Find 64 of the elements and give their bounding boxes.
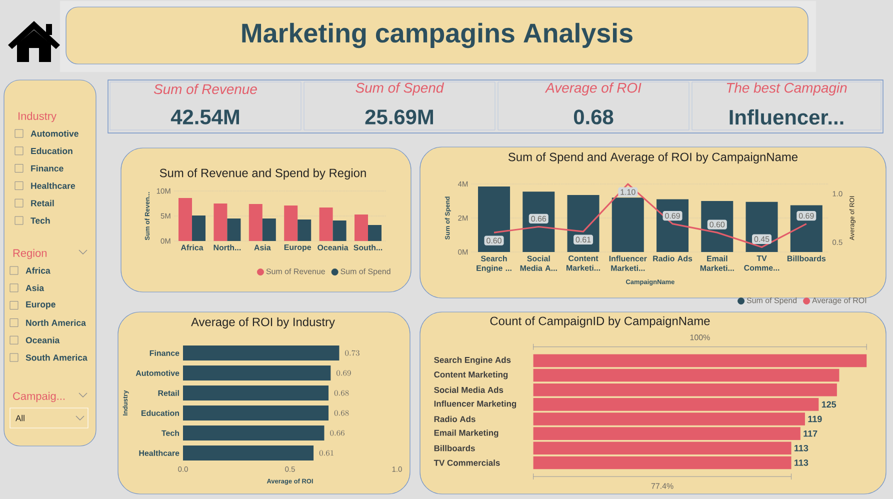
y-tick-label: Radio Ads bbox=[434, 416, 476, 422]
text: Asia bbox=[26, 284, 44, 292]
y-tick-label: Search Engine Ads bbox=[434, 356, 511, 365]
chart-title: Sum of Revenue and Spend by Region bbox=[160, 168, 366, 180]
bar bbox=[183, 426, 324, 440]
bar bbox=[354, 214, 368, 241]
bar bbox=[178, 198, 192, 241]
bar bbox=[183, 386, 329, 401]
bar bbox=[298, 219, 312, 241]
text: All bbox=[16, 414, 24, 422]
bar bbox=[183, 346, 340, 361]
bar bbox=[478, 186, 510, 252]
data-label: 113 bbox=[794, 444, 808, 452]
text: South America bbox=[26, 354, 88, 361]
text: Healthcare bbox=[31, 182, 76, 189]
bar bbox=[332, 220, 346, 241]
text: Campaig... bbox=[13, 392, 65, 402]
text: Finance bbox=[31, 165, 64, 172]
y-tick-label: Billboards bbox=[434, 445, 475, 452]
bar bbox=[533, 456, 792, 470]
bar bbox=[262, 218, 276, 241]
y-tick-label: Email Marketing bbox=[434, 430, 498, 438]
bar bbox=[183, 446, 314, 460]
data-label: 125 bbox=[822, 401, 836, 408]
bar bbox=[214, 203, 228, 241]
text: Industry bbox=[18, 112, 56, 122]
bar bbox=[533, 354, 867, 368]
chart-title: Average of ROI by Industry bbox=[191, 317, 335, 329]
bar bbox=[319, 207, 333, 241]
chart-title: Sum of Spend and Average of ROI by CampaignName bbox=[508, 152, 798, 164]
chart-title: Count of CampaignID by CampaignName bbox=[490, 316, 710, 328]
text: Region bbox=[13, 248, 47, 260]
y-tick-label: Content Marketing bbox=[434, 371, 508, 380]
text: 0.68 bbox=[574, 110, 614, 124]
text: North America bbox=[26, 319, 86, 326]
bar bbox=[248, 204, 262, 241]
bar bbox=[533, 368, 840, 382]
bar bbox=[533, 383, 837, 396]
data-label: 117 bbox=[804, 430, 818, 437]
text: The best Campagin bbox=[726, 82, 847, 96]
bar bbox=[192, 215, 206, 241]
text: Retail bbox=[31, 200, 54, 206]
text: Marketing campagins Analysis bbox=[242, 22, 632, 48]
bar bbox=[368, 224, 382, 241]
y-tick-label: Influencer Marketing bbox=[434, 400, 516, 408]
y-tick-label: TV Commercials bbox=[434, 460, 500, 466]
text: Influencer... bbox=[730, 109, 844, 125]
text: Sum of Spend bbox=[356, 82, 444, 96]
text: 25.69M bbox=[365, 110, 433, 124]
text: Sum of Revenue bbox=[154, 84, 257, 94]
text: Average of ROI bbox=[544, 82, 642, 96]
data-label: 113 bbox=[794, 460, 808, 466]
data-label: 119 bbox=[808, 416, 822, 422]
bar bbox=[227, 218, 241, 241]
text: Education bbox=[31, 148, 72, 154]
text: Automotive bbox=[30, 130, 78, 137]
bar bbox=[183, 366, 331, 381]
text: 42.54M bbox=[170, 110, 239, 124]
text: Oceania bbox=[26, 336, 60, 344]
y-tick-label: Social Media Ads bbox=[434, 386, 504, 393]
text: Europe bbox=[26, 301, 56, 310]
bar bbox=[284, 205, 298, 241]
text: Tech bbox=[30, 217, 50, 224]
bar bbox=[183, 406, 329, 421]
